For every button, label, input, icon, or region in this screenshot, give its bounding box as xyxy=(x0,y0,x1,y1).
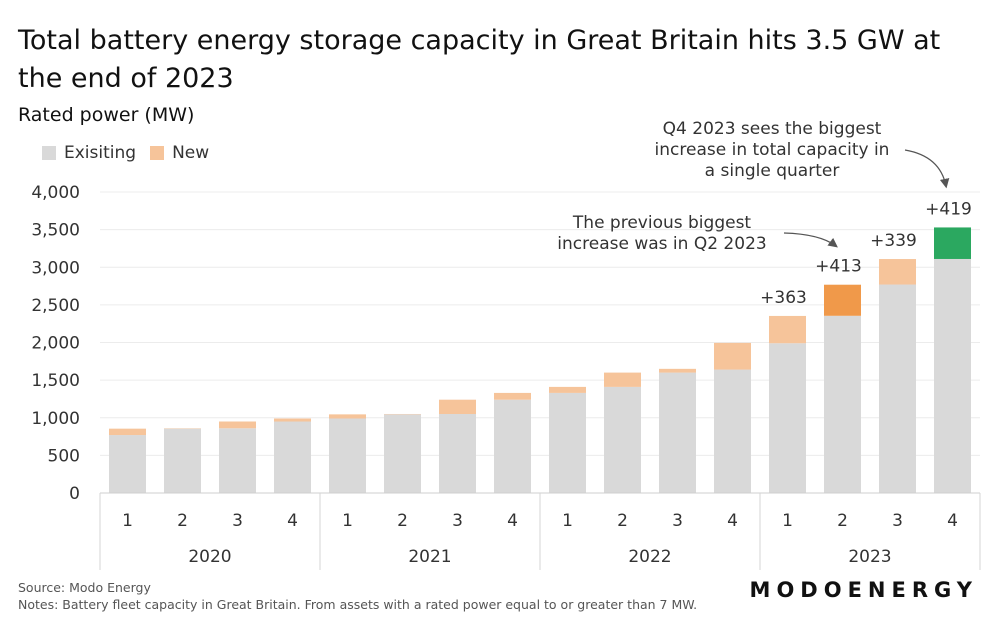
x-tick-label: 4 xyxy=(507,511,518,531)
bar-existing xyxy=(384,414,421,493)
bar-new xyxy=(879,259,916,285)
x-tick-label: 1 xyxy=(122,511,133,531)
bar-existing xyxy=(824,315,861,493)
bar-existing xyxy=(714,369,751,493)
bar-existing xyxy=(109,435,146,493)
x-tick-label: 3 xyxy=(672,511,683,531)
bar-existing xyxy=(164,428,201,493)
bar-new xyxy=(714,342,751,370)
data-label: +413 xyxy=(815,257,862,277)
x-tick-label: 4 xyxy=(727,511,738,531)
data-label: +419 xyxy=(925,199,972,219)
y-axis-label: Rated power (MW) xyxy=(18,104,195,126)
x-tick-label: 4 xyxy=(947,511,958,531)
x-tick-label: 4 xyxy=(287,511,298,531)
x-tick-label: 2 xyxy=(617,511,628,531)
annotation-line: Q4 2023 sees the biggest xyxy=(663,119,882,139)
annotation-line: a single quarter xyxy=(705,161,840,181)
legend-label-new: New xyxy=(172,143,210,163)
bar-existing xyxy=(494,399,531,493)
bar-new xyxy=(494,392,531,400)
annotation-text: The previous biggest increase was in Q2 2… xyxy=(557,213,766,254)
legend-item-new: New xyxy=(150,143,209,163)
x-tick-label: 1 xyxy=(782,511,793,531)
annotation-line: increase in total capacity in xyxy=(655,140,890,160)
annotation-line: The previous biggest xyxy=(572,213,752,233)
bar-new xyxy=(274,418,311,422)
y-tick-label: 2,000 xyxy=(31,334,80,354)
bar-existing xyxy=(934,258,971,493)
x-tick-label: 1 xyxy=(342,511,353,531)
source-note: Source: Modo Energy xyxy=(18,580,151,595)
legend-label-existing: Exisiting xyxy=(64,143,137,163)
x-tick-label: 2 xyxy=(837,511,848,531)
x-tick-label: 3 xyxy=(452,511,463,531)
bar-existing xyxy=(439,413,476,493)
year-label: 2021 xyxy=(408,547,451,567)
data-label: +339 xyxy=(870,231,917,251)
bar-existing xyxy=(879,284,916,493)
bar-existing xyxy=(274,421,311,493)
bar-existing xyxy=(769,343,806,493)
bar-existing xyxy=(219,428,256,493)
chart-title: Total battery energy storage capacity in… xyxy=(18,25,941,94)
y-tick-label: 3,500 xyxy=(31,221,80,241)
year-label: 2020 xyxy=(188,547,231,567)
brand-logo: MODOENERGY xyxy=(749,578,978,602)
annotation-arrow xyxy=(904,149,950,189)
y-tick-label: 4,000 xyxy=(31,183,80,203)
bar-new xyxy=(439,399,476,414)
annotation-arrow xyxy=(783,232,838,248)
x-tick-label: 3 xyxy=(892,511,903,531)
y-tick-label: 1,000 xyxy=(31,409,80,429)
bar-new xyxy=(659,368,696,373)
year-label: 2023 xyxy=(848,547,891,567)
bar-existing xyxy=(549,392,586,493)
bar-new xyxy=(329,414,366,419)
legend-swatch-new xyxy=(150,146,165,160)
year-label: 2022 xyxy=(628,547,671,567)
bar-existing xyxy=(329,418,366,493)
bar-new xyxy=(934,227,971,259)
bar-new xyxy=(219,421,256,429)
x-tick-label: 2 xyxy=(397,511,408,531)
bar-existing xyxy=(659,372,696,493)
x-tick-label: 3 xyxy=(232,511,243,531)
bar-new xyxy=(604,372,641,387)
bar-new xyxy=(549,386,586,393)
y-tick-label: 1,500 xyxy=(31,371,80,391)
annotation-text: Q4 2023 sees the biggest increase in tota… xyxy=(655,119,890,181)
notes: Notes: Battery fleet capacity in Great B… xyxy=(18,597,698,612)
legend-swatch-existing xyxy=(42,146,56,160)
data-label: +363 xyxy=(760,288,807,308)
y-tick-label: 3,000 xyxy=(31,258,80,278)
legend: Exisiting New xyxy=(42,143,223,163)
bar-new xyxy=(109,428,146,436)
legend-item-existing: Exisiting xyxy=(42,143,136,163)
annotation-line: increase was in Q2 2023 xyxy=(557,234,766,254)
y-tick-label: 2,500 xyxy=(31,296,80,316)
x-tick-label: 2 xyxy=(177,511,188,531)
bar-new xyxy=(769,315,806,344)
y-tick-label: 500 xyxy=(48,446,80,466)
x-tick-label: 1 xyxy=(562,511,573,531)
y-tick-label: 0 xyxy=(69,484,80,504)
bar-existing xyxy=(604,386,641,493)
bar-new xyxy=(824,284,861,316)
